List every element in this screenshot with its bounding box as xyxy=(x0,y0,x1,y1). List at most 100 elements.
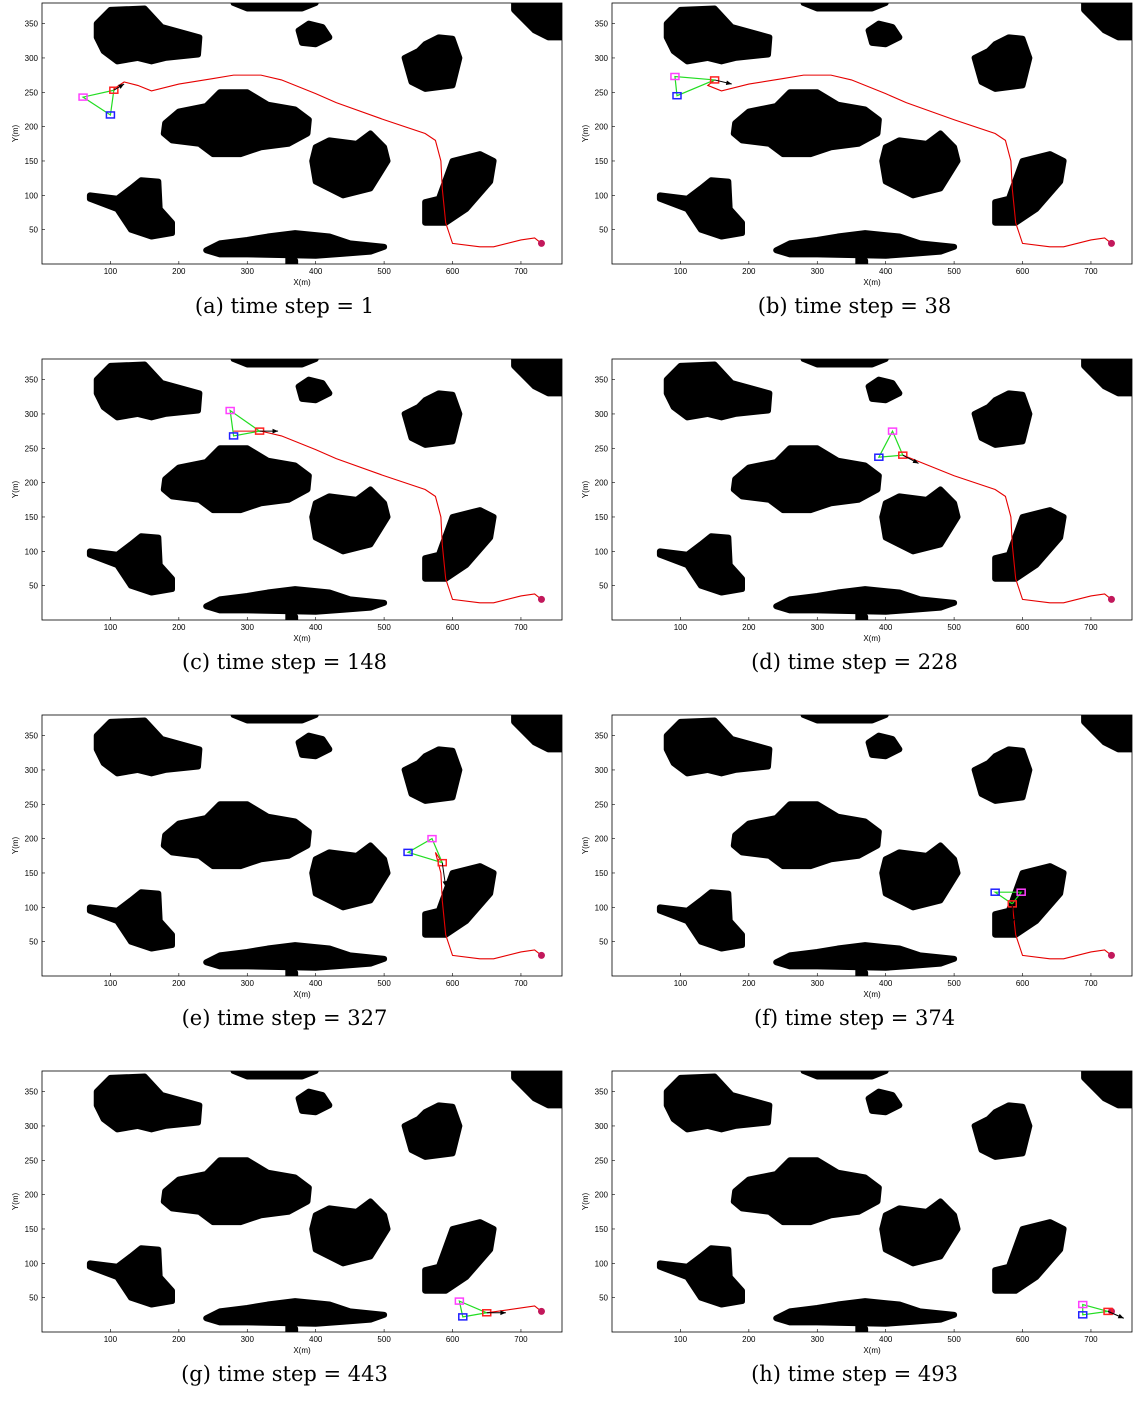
plot-svg: 100 200 300 400 500 600 700 50 100 150 200 250 300 35… xyxy=(11,2,563,287)
x-tick-label: 100 xyxy=(104,1335,118,1344)
panel-caption: (h) time step = 493 xyxy=(751,1362,958,1386)
obstacle xyxy=(230,3,319,12)
obstacle xyxy=(663,361,773,421)
x-tick-label: 200 xyxy=(172,623,186,632)
x-tick-label: 100 xyxy=(104,623,118,632)
robot-3 xyxy=(990,888,1000,896)
planned-path xyxy=(902,454,1112,604)
obstacle xyxy=(800,715,889,724)
x-tick-label: 500 xyxy=(947,1335,961,1344)
obstacle xyxy=(86,177,175,240)
y-tick-label: 50 xyxy=(29,226,38,235)
obstacle xyxy=(511,715,562,753)
obstacle xyxy=(285,1318,299,1332)
heading-arrowhead xyxy=(272,428,279,434)
x-tick-label: 600 xyxy=(446,267,460,276)
x-tick-label: 200 xyxy=(172,267,186,276)
x-axis-label: X(m) xyxy=(863,1346,881,1355)
plot-svg: 100 200 300 400 500 600 700 50 100 150 200 250 300 35… xyxy=(11,1070,563,1355)
obstacle xyxy=(773,942,958,971)
obstacle xyxy=(879,1198,961,1267)
x-tick-label: 600 xyxy=(446,979,460,988)
y-tick-label: 250 xyxy=(595,88,609,97)
obstacles xyxy=(86,3,562,264)
y-tick-label: 350 xyxy=(595,732,609,741)
x-axis-label: X(m) xyxy=(293,990,311,999)
x-tick-label: 300 xyxy=(241,979,255,988)
panel-b: 100 200 300 400 500 600 700 50 100 150 200 250 300 35… xyxy=(570,0,1139,356)
y-tick-label: 250 xyxy=(25,88,39,97)
panel-caption: (f) time step = 374 xyxy=(753,1006,956,1030)
y-tick-label: 350 xyxy=(595,376,609,385)
x-tick-label: 400 xyxy=(879,267,893,276)
x-tick-label: 500 xyxy=(377,623,391,632)
goal-marker xyxy=(537,1307,545,1315)
obstacle xyxy=(663,5,773,65)
panel-h: 100 200 300 400 500 600 700 50 100 150 200 250 300 35… xyxy=(570,1068,1139,1424)
formation-links xyxy=(674,75,715,97)
obstacle xyxy=(663,717,773,777)
y-tick-label: 300 xyxy=(595,1122,609,1131)
x-tick-label: 400 xyxy=(309,1335,323,1344)
panel-caption: (g) time step = 443 xyxy=(181,1362,388,1386)
panel-e: 100 200 300 400 500 600 700 50 100 150 200 250 300 35… xyxy=(0,712,569,1068)
panel-caption: (c) time step = 148 xyxy=(181,650,388,674)
x-tick-label: 700 xyxy=(514,267,528,276)
obstacle xyxy=(230,359,319,368)
obstacle xyxy=(160,1157,312,1226)
robot-1 xyxy=(1103,1307,1113,1316)
plot-svg: 100 200 300 400 500 600 700 50 100 150 200 250 300 35… xyxy=(581,358,1133,643)
obstacle xyxy=(86,889,175,952)
obstacle xyxy=(295,376,333,404)
x-tick-label: 400 xyxy=(309,267,323,276)
obstacle xyxy=(203,942,388,971)
formation-links xyxy=(993,891,1023,905)
obstacle xyxy=(422,507,497,582)
obstacle xyxy=(230,715,319,724)
robot-1 xyxy=(898,451,908,459)
heading-arrowhead xyxy=(912,458,919,464)
y-tick-label: 350 xyxy=(595,1088,609,1097)
obstacle xyxy=(93,717,203,777)
obstacle xyxy=(203,1298,388,1327)
robot-3 xyxy=(105,111,116,119)
goal-marker xyxy=(1107,239,1115,247)
x-axis-label: X(m) xyxy=(293,634,311,643)
y-tick-label: 100 xyxy=(25,547,39,556)
obstacle xyxy=(230,1071,319,1080)
y-tick-label: 250 xyxy=(595,444,609,453)
obstacles xyxy=(656,3,1132,264)
obstacle xyxy=(295,20,333,48)
y-tick-label: 100 xyxy=(25,903,39,912)
obstacle xyxy=(511,1071,562,1109)
obstacle xyxy=(656,177,745,240)
robot-1 xyxy=(709,76,720,84)
formation-links xyxy=(406,837,444,864)
heading-arrowhead xyxy=(118,84,125,89)
y-tick-label: 150 xyxy=(25,869,39,878)
obstacle xyxy=(656,889,745,952)
x-tick-label: 500 xyxy=(947,979,961,988)
obstacle xyxy=(309,1198,391,1267)
y-axis-label: Y(m) xyxy=(581,1193,590,1211)
y-tick-label: 250 xyxy=(25,800,39,809)
obstacle xyxy=(511,3,562,41)
obstacle xyxy=(295,1088,333,1116)
obstacle xyxy=(401,34,463,92)
y-tick-label: 100 xyxy=(25,1259,39,1268)
goal-marker xyxy=(1107,595,1115,603)
obstacles xyxy=(86,359,562,620)
y-tick-label: 100 xyxy=(595,903,609,912)
y-tick-label: 300 xyxy=(25,54,39,63)
robot-2 xyxy=(1077,1300,1088,1309)
x-tick-label: 300 xyxy=(241,623,255,632)
x-tick-label: 300 xyxy=(811,1335,825,1344)
x-tick-label: 500 xyxy=(377,267,391,276)
robot-2 xyxy=(1016,888,1026,896)
obstacle xyxy=(309,486,391,555)
robot-3 xyxy=(1077,1311,1088,1319)
robot-1 xyxy=(109,86,119,94)
obstacle xyxy=(855,250,869,264)
obstacles xyxy=(86,1071,562,1332)
heading-arrowhead xyxy=(1117,1313,1124,1319)
